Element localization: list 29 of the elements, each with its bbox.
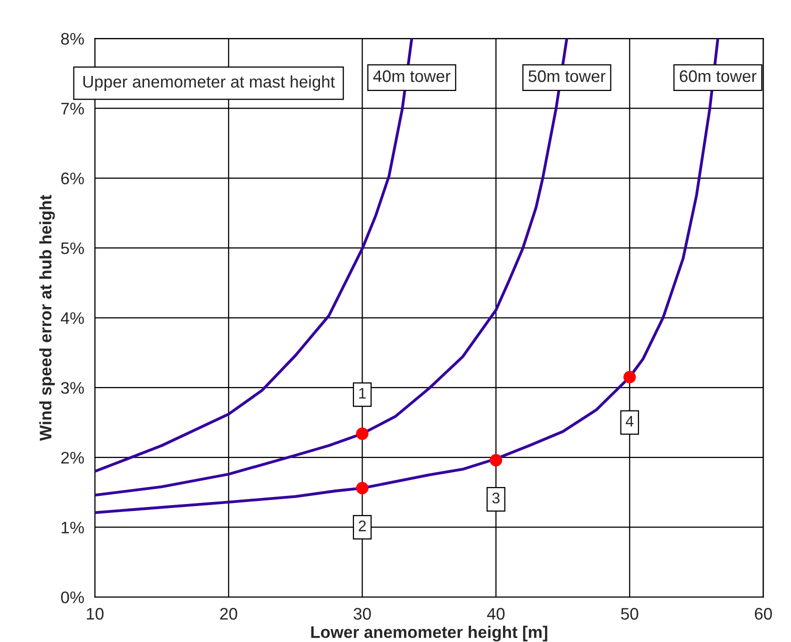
- y-tick-label: 4%: [60, 312, 84, 324]
- point: [490, 454, 502, 466]
- annotation: Upper anemometer at mast height: [83, 75, 335, 91]
- y-tick-label: 3%: [61, 382, 84, 394]
- y-tick-label: 7%: [61, 102, 84, 114]
- y-tick-label: 2%: [61, 452, 84, 464]
- x-tick-label: 60: [754, 608, 772, 620]
- x-tick-label: 40: [487, 608, 505, 620]
- annotation: 1: [359, 388, 366, 399]
- point: [356, 427, 368, 440]
- y-tick-label: 8%: [61, 32, 84, 45]
- y-axis-title: Wind speed error at hub height: [39, 194, 55, 441]
- x-tick-label: 50: [621, 608, 638, 620]
- series-label: 50m tower: [528, 70, 606, 82]
- x-axis-title: Lower anemometer height [m]: [311, 626, 548, 642]
- y-tick-label: 1%: [62, 522, 84, 534]
- series-label: 40m tower: [373, 70, 450, 82]
- y-tick-label: 6%: [61, 172, 84, 184]
- series-label: 60m tower: [680, 70, 756, 82]
- point: [623, 370, 636, 384]
- annotation: 4: [626, 416, 634, 426]
- y-tick-label: 0%: [61, 591, 84, 604]
- x-tick-label: 30: [354, 608, 371, 620]
- x-tick-label: 10: [86, 608, 104, 620]
- annotation: 3: [492, 492, 500, 504]
- point: [356, 482, 368, 494]
- x-tick-label: 20: [220, 608, 238, 620]
- annotation: 2: [358, 520, 366, 532]
- y-tick-label: 5%: [61, 242, 84, 254]
